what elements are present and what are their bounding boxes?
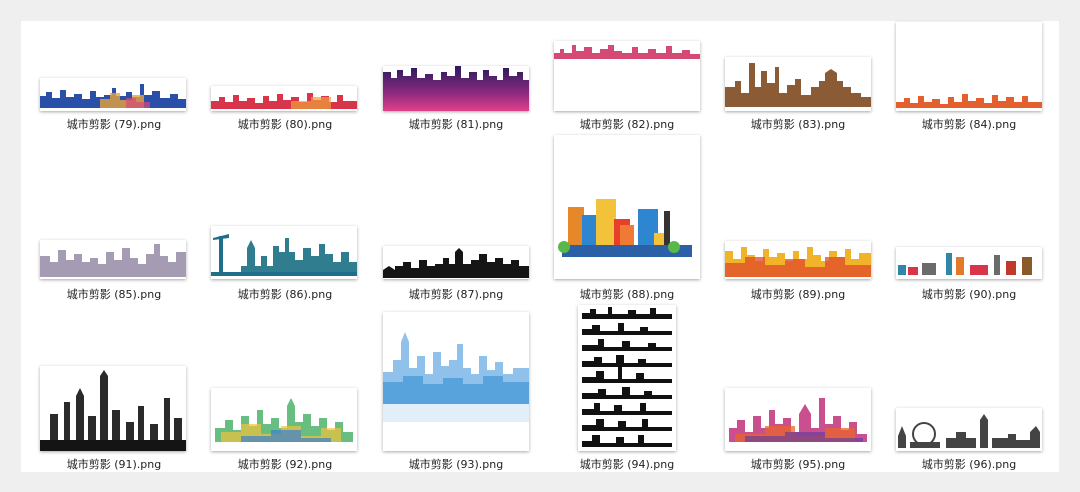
file-name-88[interactable]: 城市剪影 (88).png [579,288,675,301]
thumbnail-93[interactable] [383,312,529,451]
thumbnail-88[interactable] [554,135,700,279]
file-name-86[interactable]: 城市剪影 (86).png [237,288,333,301]
file-name-87[interactable]: 城市剪影 (87).png [408,288,504,301]
thumbnail-90[interactable] [896,247,1042,279]
thumbnail-89[interactable] [725,241,871,279]
thumbnail-82[interactable] [554,41,700,111]
file-name-95[interactable]: 城市剪影 (95).png [750,458,846,471]
thumbnail-94[interactable] [578,305,676,451]
file-name-93[interactable]: 城市剪影 (93).png [408,458,504,471]
thumbnail-87[interactable] [383,246,529,279]
thumbnail-84[interactable] [896,22,1042,111]
file-name-85[interactable]: 城市剪影 (85).png [66,288,162,301]
file-name-79[interactable]: 城市剪影 (79).png [66,118,162,131]
thumbnail-80[interactable] [211,86,357,111]
thumbnail-95[interactable] [725,388,871,451]
file-name-81[interactable]: 城市剪影 (81).png [408,118,504,131]
thumbnail-92[interactable] [211,388,357,451]
thumbnail-86[interactable] [211,226,357,279]
file-name-80[interactable]: 城市剪影 (80).png [237,118,333,131]
thumbnail-85[interactable] [40,240,186,279]
thumbnail-91[interactable] [40,366,186,451]
thumbnail-96[interactable] [896,408,1042,451]
file-name-90[interactable]: 城市剪影 (90).png [921,288,1017,301]
file-name-92[interactable]: 城市剪影 (92).png [237,458,333,471]
file-name-94[interactable]: 城市剪影 (94).png [579,458,675,471]
file-browser-panel: 城市剪影 (79).png 城市剪影 (80).png 城市剪影 (81).pn… [21,21,1059,472]
file-name-83[interactable]: 城市剪影 (83).png [750,118,846,131]
thumbnail-83[interactable] [725,57,871,111]
thumbnail-79[interactable] [40,78,186,111]
file-name-91[interactable]: 城市剪影 (91).png [66,458,162,471]
file-name-84[interactable]: 城市剪影 (84).png [921,118,1017,131]
thumbnail-81[interactable] [383,66,529,111]
file-name-89[interactable]: 城市剪影 (89).png [750,288,846,301]
file-name-96[interactable]: 城市剪影 (96).png [921,458,1017,471]
file-name-82[interactable]: 城市剪影 (82).png [579,118,675,131]
